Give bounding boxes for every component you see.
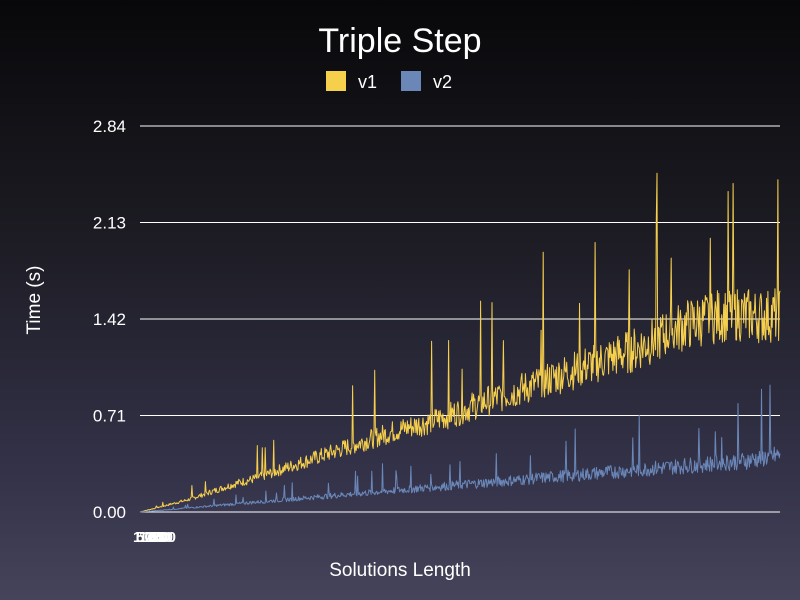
y-tick-label: 0.71 (93, 407, 126, 426)
legend-swatch-v1 (326, 71, 346, 91)
x-tick-label: 100 (139, 529, 164, 546)
y-tick-label: 2.13 (93, 214, 126, 233)
y-tick-labels: 0.00 0.71 1.42 2.13 2.84 (93, 117, 126, 522)
y-axis-label: Time (s) (24, 266, 45, 335)
y-tick-label: 2.84 (93, 117, 126, 136)
x-tick-label: 200 (145, 529, 170, 546)
grid-lines (140, 125, 780, 513)
series-line-v2 (139, 384, 781, 513)
legend-label-v1: v1 (358, 72, 377, 92)
y-tick-label: 0.00 (93, 503, 126, 522)
legend-label-v2: v2 (433, 72, 452, 92)
x-tick-label: 50 (136, 529, 153, 546)
x-tick-label: 300 (151, 529, 176, 546)
x-tick-label: 1 (133, 529, 141, 546)
x-axis-label: Solutions Length (329, 560, 471, 581)
legend-swatch-v2 (401, 71, 421, 91)
chart-title: Triple Step (318, 22, 481, 60)
x-tick-label: 250 (148, 529, 173, 546)
series-line-v1 (139, 172, 781, 513)
x-tick-label: 150 (142, 529, 167, 546)
plot-area (139, 172, 781, 513)
y-tick-label: 1.42 (93, 310, 126, 329)
legend: v1 v2 (326, 71, 452, 92)
